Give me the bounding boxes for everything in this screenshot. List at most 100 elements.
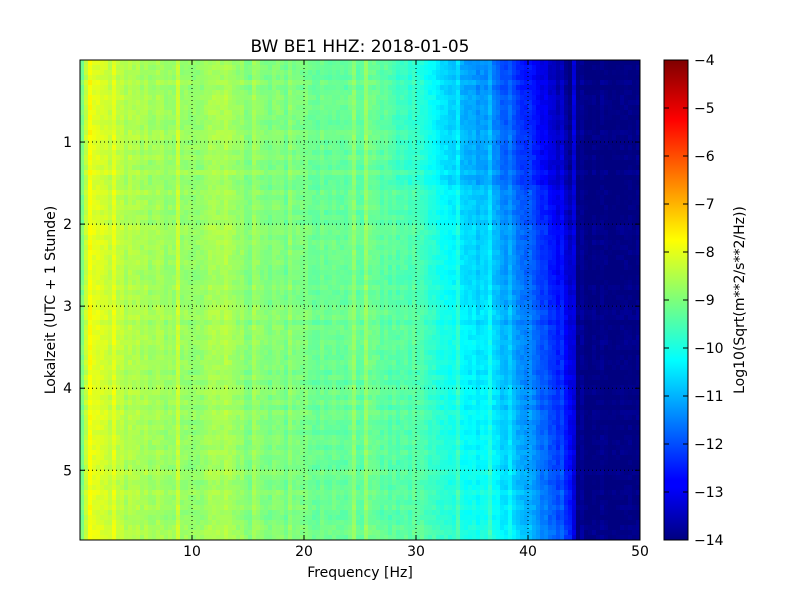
heatmap-cell	[520, 220, 525, 226]
heatmap-cell	[312, 75, 317, 81]
heatmap-cell	[320, 100, 325, 106]
heatmap-cell	[248, 180, 253, 186]
heatmap-cell	[464, 180, 469, 186]
heatmap-cell	[584, 70, 589, 76]
heatmap-cell	[360, 105, 365, 111]
heatmap-cell	[536, 90, 541, 96]
heatmap-cell	[328, 225, 333, 231]
heatmap-cell	[368, 85, 373, 91]
heatmap-cell	[164, 220, 169, 226]
heatmap-cell	[532, 170, 537, 176]
heatmap-cell	[116, 115, 121, 121]
heatmap-cell	[560, 215, 565, 221]
heatmap-cell	[556, 185, 561, 191]
heatmap-cell	[96, 220, 101, 226]
heatmap-cell	[636, 120, 640, 126]
heatmap-cell	[364, 185, 369, 191]
heatmap-cell	[156, 190, 161, 196]
heatmap-cell	[372, 70, 377, 76]
heatmap-cell	[192, 110, 197, 116]
heatmap-cell	[428, 200, 433, 206]
heatmap-cell	[220, 90, 225, 96]
heatmap-cell	[228, 120, 233, 126]
heatmap-cell	[408, 200, 413, 206]
heatmap-cell	[124, 90, 129, 96]
heatmap-cell	[540, 225, 545, 231]
heatmap-cell	[336, 190, 341, 196]
heatmap-cell	[184, 115, 189, 121]
heatmap-cell	[336, 170, 341, 176]
heatmap-cell	[444, 215, 449, 221]
heatmap-cell	[592, 220, 597, 226]
heatmap-cell	[268, 145, 273, 151]
heatmap-cell	[564, 95, 569, 101]
heatmap-cell	[436, 80, 441, 86]
heatmap-cell	[124, 175, 129, 181]
heatmap-cell	[628, 115, 633, 121]
heatmap-cell	[524, 85, 529, 91]
heatmap-cell	[448, 140, 453, 146]
heatmap-cell	[424, 210, 429, 216]
heatmap-cell	[588, 125, 593, 131]
heatmap-cell	[232, 155, 237, 161]
heatmap-cell	[132, 90, 137, 96]
heatmap-cell	[380, 110, 385, 116]
heatmap-cell	[484, 75, 489, 81]
heatmap-cell	[244, 60, 249, 66]
heatmap-cell	[372, 120, 377, 126]
heatmap-cell	[216, 185, 221, 191]
heatmap-cell	[576, 215, 581, 221]
heatmap-cell	[576, 70, 581, 76]
heatmap-cell	[216, 110, 221, 116]
heatmap-cell	[176, 65, 181, 71]
heatmap-cell	[192, 190, 197, 196]
heatmap-cell	[608, 70, 613, 76]
heatmap-cell	[100, 170, 105, 176]
heatmap-cell	[124, 160, 129, 166]
heatmap-cell	[612, 145, 617, 151]
heatmap-cell	[588, 195, 593, 201]
heatmap-cell	[468, 230, 473, 236]
heatmap-cell	[84, 135, 89, 141]
heatmap-cell	[208, 145, 213, 151]
heatmap-cell	[616, 185, 621, 191]
heatmap-cell	[472, 205, 477, 211]
heatmap-cell	[612, 150, 617, 156]
heatmap-cell	[532, 190, 537, 196]
heatmap-cell	[344, 175, 349, 181]
heatmap-cell	[100, 140, 105, 146]
heatmap-cell	[560, 100, 565, 106]
heatmap-cell	[356, 210, 361, 216]
heatmap-cell	[120, 65, 125, 71]
heatmap-cell	[264, 235, 269, 241]
heatmap-cell	[144, 145, 149, 151]
heatmap-cell	[396, 175, 401, 181]
heatmap-cell	[80, 135, 85, 141]
heatmap-cell	[240, 200, 245, 206]
heatmap-cell	[604, 180, 609, 186]
heatmap-cell	[536, 95, 541, 101]
heatmap-cell	[324, 160, 329, 166]
heatmap-cell	[328, 60, 333, 66]
heatmap-cell	[624, 155, 629, 161]
heatmap-cell	[328, 180, 333, 186]
heatmap-cell	[92, 175, 97, 181]
heatmap-cell	[172, 185, 177, 191]
heatmap-cell	[468, 70, 473, 76]
heatmap-cell	[308, 215, 313, 221]
heatmap-cell	[280, 215, 285, 221]
heatmap-cell	[396, 85, 401, 91]
heatmap-cell	[500, 185, 505, 191]
heatmap-cell	[260, 185, 265, 191]
heatmap-cell	[584, 150, 589, 156]
heatmap-cell	[292, 225, 297, 231]
heatmap-cell	[408, 185, 413, 191]
heatmap-cell	[332, 135, 337, 141]
heatmap-cell	[472, 150, 477, 156]
heatmap-cell	[540, 65, 545, 71]
heatmap-cell	[596, 180, 601, 186]
heatmap-cell	[392, 185, 397, 191]
heatmap-cell	[600, 75, 605, 81]
heatmap-cell	[452, 225, 457, 231]
heatmap-cell	[268, 180, 273, 186]
